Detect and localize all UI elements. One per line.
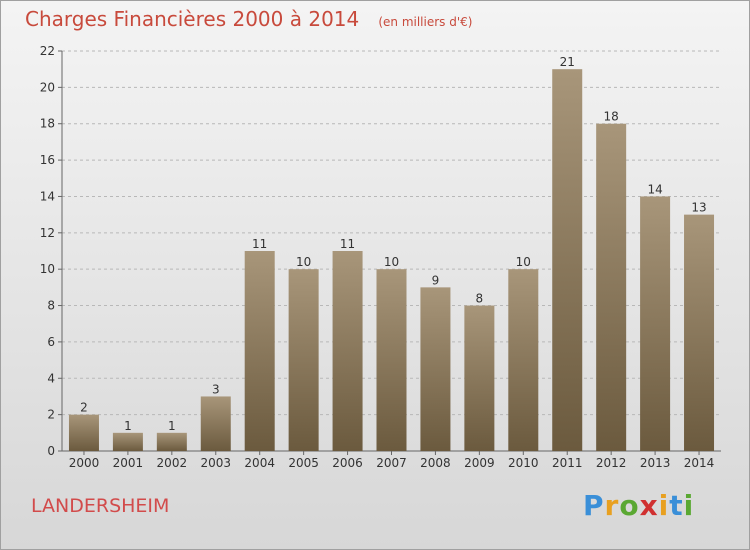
- x-tick-label: 2000: [69, 456, 100, 470]
- bar: [288, 269, 319, 451]
- chart-title: Charges Financières 2000 à 2014: [25, 7, 360, 31]
- data-label: 10: [296, 255, 311, 269]
- data-label: 10: [516, 255, 531, 269]
- bar: [464, 305, 495, 451]
- data-label: 11: [252, 237, 267, 251]
- bar: [596, 123, 627, 452]
- bar: [552, 69, 583, 451]
- x-tick-label: 2006: [332, 456, 363, 470]
- title-row: Charges Financières 2000 à 2014 (en mill…: [25, 7, 472, 31]
- bar: [68, 414, 99, 451]
- bar: [244, 251, 275, 451]
- y-tick-label: 14: [40, 189, 55, 203]
- brand-letter: o: [619, 489, 640, 522]
- x-tick-label: 2007: [376, 456, 407, 470]
- data-label: 9: [432, 273, 440, 287]
- data-label: 14: [647, 182, 662, 196]
- brand-letter: i: [683, 489, 695, 522]
- data-label: 18: [604, 110, 619, 124]
- y-tick-label: 10: [40, 262, 55, 276]
- y-tick-label: 0: [47, 444, 55, 458]
- brand-letter: t: [669, 489, 684, 522]
- data-label: 1: [124, 419, 132, 433]
- x-tick-label: 2009: [464, 456, 495, 470]
- data-label: 10: [384, 255, 399, 269]
- x-tick-label: 2012: [596, 456, 627, 470]
- y-tick-label: 16: [40, 153, 55, 167]
- bars: [68, 69, 715, 452]
- y-tick-label: 2: [47, 408, 55, 422]
- bar: [376, 269, 407, 451]
- x-tick-label: 2011: [552, 456, 583, 470]
- y-tick-label: 8: [47, 299, 55, 313]
- y-tick-label: 12: [40, 226, 55, 240]
- brand-letter: i: [658, 489, 670, 522]
- bar: [332, 251, 363, 451]
- bar: [420, 287, 451, 451]
- x-tick-label: 2005: [288, 456, 319, 470]
- data-label: 2: [80, 401, 88, 415]
- x-tick-label: 2001: [113, 456, 144, 470]
- y-tick-label: 22: [40, 44, 55, 58]
- gridlines: [62, 50, 721, 416]
- brand-letter: r: [604, 489, 620, 522]
- brand-letter: x: [639, 489, 659, 522]
- y-tick-label: 4: [47, 371, 55, 385]
- x-tick-label: 2003: [200, 456, 231, 470]
- data-label: 11: [340, 237, 355, 251]
- brand-logo: Proxiti: [583, 489, 694, 522]
- x-tick-label: 2013: [640, 456, 671, 470]
- bar: [684, 214, 715, 451]
- brand-letter: P: [583, 489, 605, 522]
- data-label: 3: [212, 382, 220, 396]
- bar: [156, 432, 187, 451]
- y-tick-label: 18: [40, 117, 55, 131]
- data-label: 8: [476, 292, 484, 306]
- bar: [112, 432, 143, 451]
- x-tick-label: 2004: [244, 456, 275, 470]
- chart-subtitle: (en milliers d'€): [378, 15, 473, 29]
- bar: [200, 396, 231, 451]
- bar: [508, 269, 539, 451]
- data-label: 13: [691, 201, 706, 215]
- data-label: 21: [560, 55, 575, 69]
- place-name: LANDERSHEIM: [31, 495, 170, 517]
- x-tick-label: 2002: [157, 456, 188, 470]
- x-tick-label: 2010: [508, 456, 539, 470]
- y-tick-label: 6: [47, 335, 55, 349]
- y-tick-label: 20: [40, 80, 55, 94]
- data-label: 1: [168, 419, 176, 433]
- x-tick-label: 2014: [684, 456, 715, 470]
- x-tick-label: 2008: [420, 456, 451, 470]
- bar: [640, 196, 671, 451]
